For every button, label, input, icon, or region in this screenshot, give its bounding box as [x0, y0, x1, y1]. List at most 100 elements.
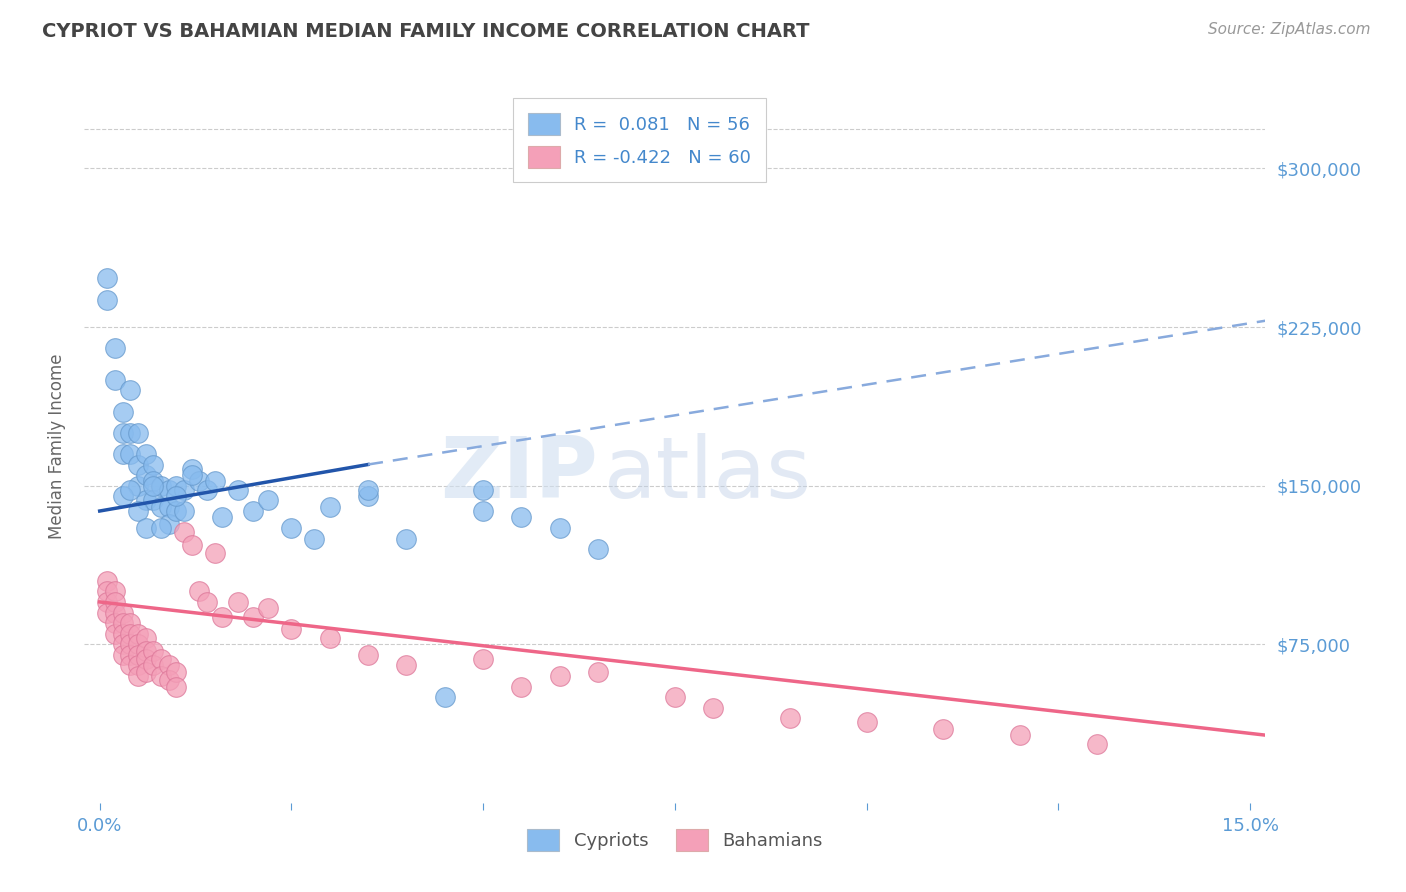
Point — [104, 626, 127, 640]
Point — [120, 616, 142, 631]
Point — [135, 447, 157, 461]
Point — [165, 489, 187, 503]
Point — [104, 373, 127, 387]
Point — [120, 648, 142, 662]
Point — [104, 606, 127, 620]
Point — [188, 475, 211, 489]
Text: Source: ZipAtlas.com: Source: ZipAtlas.com — [1208, 22, 1371, 37]
Point — [111, 626, 134, 640]
Point — [226, 595, 249, 609]
Point — [157, 483, 180, 497]
Point — [304, 532, 326, 546]
Point — [472, 504, 495, 518]
Point — [165, 504, 187, 518]
Point — [932, 722, 955, 736]
Point — [180, 538, 202, 552]
Point — [120, 658, 142, 673]
Point — [395, 532, 418, 546]
Point — [120, 626, 142, 640]
Point — [211, 510, 233, 524]
Point — [548, 521, 571, 535]
Point — [127, 626, 149, 640]
Point — [319, 500, 342, 514]
Point — [150, 652, 173, 666]
Point — [280, 521, 302, 535]
Point — [1085, 737, 1108, 751]
Point — [96, 584, 118, 599]
Point — [472, 652, 495, 666]
Point — [104, 341, 127, 355]
Point — [142, 478, 165, 492]
Point — [242, 609, 264, 624]
Point — [180, 461, 202, 475]
Point — [120, 384, 142, 398]
Point — [472, 483, 495, 497]
Point — [319, 631, 342, 645]
Point — [395, 658, 418, 673]
Point — [257, 601, 280, 615]
Point — [357, 483, 380, 497]
Point — [142, 458, 165, 472]
Point — [111, 425, 134, 440]
Text: atlas: atlas — [605, 433, 813, 516]
Point — [702, 700, 724, 714]
Legend: Cypriots, Bahamians: Cypriots, Bahamians — [520, 822, 830, 858]
Point — [111, 616, 134, 631]
Point — [195, 483, 218, 497]
Point — [127, 637, 149, 651]
Point — [127, 504, 149, 518]
Point — [127, 648, 149, 662]
Point — [157, 500, 180, 514]
Point — [150, 669, 173, 683]
Point — [855, 715, 877, 730]
Point — [211, 609, 233, 624]
Point — [104, 616, 127, 631]
Point — [104, 595, 127, 609]
Point — [165, 680, 187, 694]
Point — [127, 669, 149, 683]
Point — [142, 475, 165, 489]
Point — [280, 623, 302, 637]
Point — [180, 468, 202, 483]
Point — [135, 631, 157, 645]
Point — [157, 673, 180, 688]
Point — [111, 447, 134, 461]
Point — [127, 478, 149, 492]
Point — [111, 606, 134, 620]
Point — [1008, 728, 1031, 742]
Point — [157, 516, 180, 531]
Point — [433, 690, 456, 704]
Point — [135, 468, 157, 483]
Point — [135, 643, 157, 657]
Point — [142, 658, 165, 673]
Point — [96, 271, 118, 285]
Point — [104, 584, 127, 599]
Point — [204, 475, 226, 489]
Point — [204, 546, 226, 560]
Point — [357, 489, 380, 503]
Point — [173, 504, 195, 518]
Point — [188, 584, 211, 599]
Point — [150, 521, 173, 535]
Point — [120, 483, 142, 497]
Point — [157, 658, 180, 673]
Point — [111, 648, 134, 662]
Point — [150, 500, 173, 514]
Point — [173, 483, 195, 497]
Point — [548, 669, 571, 683]
Point — [226, 483, 249, 497]
Point — [510, 510, 533, 524]
Point — [142, 493, 165, 508]
Point — [127, 658, 149, 673]
Point — [173, 525, 195, 540]
Y-axis label: Median Family Income: Median Family Income — [48, 353, 66, 539]
Point — [96, 595, 118, 609]
Point — [135, 665, 157, 679]
Point — [586, 542, 609, 557]
Point — [120, 447, 142, 461]
Point — [127, 458, 149, 472]
Text: ZIP: ZIP — [440, 433, 598, 516]
Point — [127, 425, 149, 440]
Point — [111, 637, 134, 651]
Point — [257, 493, 280, 508]
